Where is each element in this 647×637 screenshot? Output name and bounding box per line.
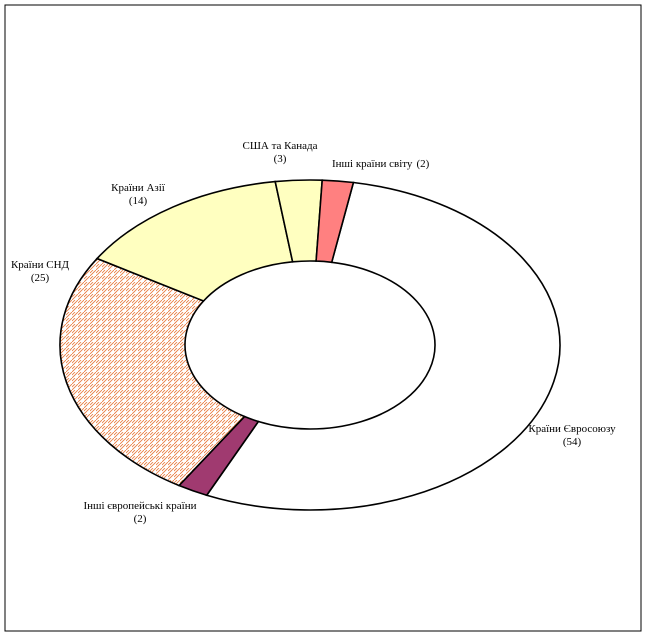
slice-label: США та Канада (3) [242, 140, 317, 165]
category-label: Інші країни світу [332, 158, 413, 170]
category-label: Країни Євросоюзу [528, 423, 616, 435]
category-label: США та Канада [242, 140, 317, 152]
frame [4, 4, 642, 632]
labels: Країни Євросоюзу (54) Інші європейські кра… [11, 140, 616, 525]
donut-slice [59, 257, 246, 487]
slice-label: Інші країни світу (2) [332, 158, 430, 170]
donut-slice [315, 179, 355, 264]
value-label: (2) [416, 158, 429, 170]
slices [59, 179, 561, 511]
value-label: (54) [563, 436, 582, 448]
slice-label: Інші європейські країни (2) [83, 500, 196, 525]
category-label: Інші європейські країни [83, 500, 196, 512]
slice-label: Країни Євросоюзу (54) [528, 423, 616, 448]
value-label: (3) [274, 153, 287, 165]
donut-slice [95, 180, 294, 302]
value-label: (2) [134, 513, 147, 525]
slice-label: Країни СНД (25) [11, 259, 70, 284]
value-label: (14) [129, 195, 148, 207]
category-label: Країни Азії [111, 182, 166, 194]
category-label: Країни СНД [11, 259, 70, 271]
value-label: (25) [31, 272, 50, 284]
donut-slice [205, 181, 561, 511]
slice-label: Країни Азії (14) [111, 182, 166, 207]
